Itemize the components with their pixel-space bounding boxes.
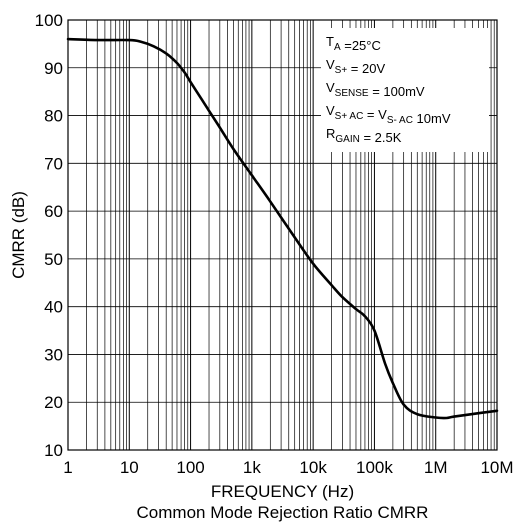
x-tick-label: 10k	[299, 458, 327, 477]
y-axis-label: CMRR (dB)	[9, 191, 28, 279]
x-tick-label: 10M	[480, 458, 513, 477]
y-tick-label: 100	[35, 11, 63, 30]
cmrr-series-line	[66, 37, 499, 420]
y-tick-label: 20	[44, 393, 63, 412]
x-tick-label: 1k	[243, 458, 261, 477]
annotation-line: VSENSE = 100mV	[326, 80, 425, 99]
annotation-line: VS+ AC = VS- AC 10mV	[326, 103, 451, 126]
y-tick-label: 10	[44, 441, 63, 460]
y-tick-label: 60	[44, 202, 63, 221]
y-tick-label: 40	[44, 298, 63, 317]
tick-labels: 1 10 100 1k 10k 100k 1M 10M10203040506070809010…	[35, 11, 514, 477]
annotation-line: TA =25°C	[326, 34, 381, 53]
annotation-line: VS+ = 20V	[326, 57, 385, 76]
y-tick-label: 50	[44, 250, 63, 269]
x-tick-label: 1M	[424, 458, 448, 477]
x-axis-label: FREQUENCY (Hz)	[211, 482, 354, 501]
chart-title: Common Mode Rejection Ratio CMRR	[137, 503, 429, 522]
annotation-line: RGAIN = 2.5K	[326, 126, 402, 145]
annotation-box: TA =25°C VS+ = 20V VSENSE = 100mV VS+ AC = …	[321, 28, 489, 152]
y-tick-label: 30	[44, 345, 63, 364]
plot-frame	[67, 19, 498, 451]
annotation-background	[321, 28, 489, 152]
y-tick-label: 70	[44, 154, 63, 173]
y-tick-label: 80	[44, 107, 63, 126]
x-tick-label: 10	[120, 458, 139, 477]
y-tick-label: 90	[44, 59, 63, 78]
x-tick-label: 100k	[356, 458, 393, 477]
x-tick-label: 100	[176, 458, 204, 477]
x-tick-label: 1	[63, 458, 72, 477]
series-layer	[66, 37, 499, 420]
